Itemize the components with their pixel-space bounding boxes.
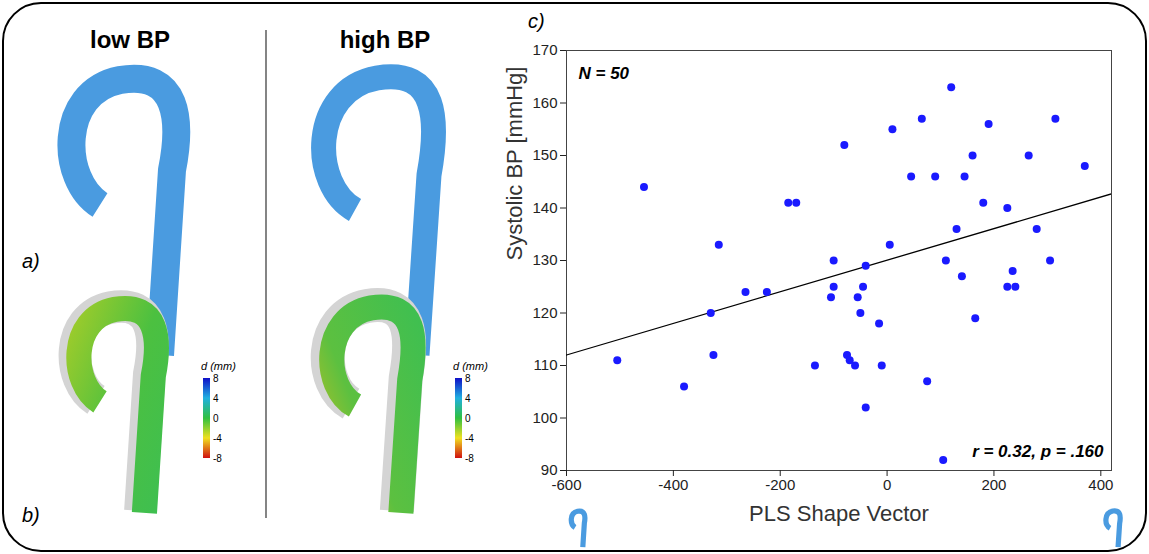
svg-text:0: 0 (465, 413, 471, 424)
svg-text:0: 0 (213, 413, 219, 424)
svg-text:-400: -400 (658, 476, 688, 493)
svg-text:140: 140 (532, 199, 557, 216)
svg-text:8: 8 (465, 373, 471, 384)
svg-text:PLS Shape Vector: PLS Shape Vector (749, 501, 929, 526)
svg-text:170: 170 (532, 41, 557, 58)
svg-text:high BP: high BP (340, 26, 431, 53)
svg-text:110: 110 (534, 356, 558, 373)
svg-text:100: 100 (532, 409, 557, 426)
svg-text:8: 8 (213, 373, 219, 384)
svg-text:b): b) (22, 504, 40, 526)
svg-text:150: 150 (532, 146, 557, 163)
svg-text:N = 50: N = 50 (579, 64, 630, 83)
svg-text:d (mm): d (mm) (453, 360, 488, 372)
svg-text:4: 4 (465, 393, 471, 404)
svg-text:-600: -600 (551, 476, 581, 493)
svg-text:130: 130 (532, 251, 557, 268)
svg-text:Systolic BP [mmHg]: Systolic BP [mmHg] (502, 67, 527, 261)
svg-text:-8: -8 (213, 453, 222, 464)
svg-text:low BP: low BP (90, 26, 170, 53)
svg-text:a): a) (22, 250, 40, 272)
svg-text:-8: -8 (465, 453, 474, 464)
svg-text:160: 160 (532, 94, 557, 111)
svg-text:-4: -4 (465, 433, 474, 444)
svg-text:0: 0 (883, 476, 891, 493)
svg-text:400: 400 (1088, 476, 1113, 493)
svg-text:4: 4 (213, 393, 219, 404)
svg-text:120: 120 (532, 304, 557, 321)
svg-text:c): c) (528, 10, 545, 32)
svg-text:-200: -200 (765, 476, 795, 493)
svg-text:r = 0.32, p = .160: r = 0.32, p = .160 (972, 442, 1104, 461)
svg-text:d (mm): d (mm) (201, 360, 236, 372)
svg-text:200: 200 (981, 476, 1006, 493)
svg-text:-4: -4 (213, 433, 222, 444)
svg-text:90: 90 (541, 461, 558, 478)
